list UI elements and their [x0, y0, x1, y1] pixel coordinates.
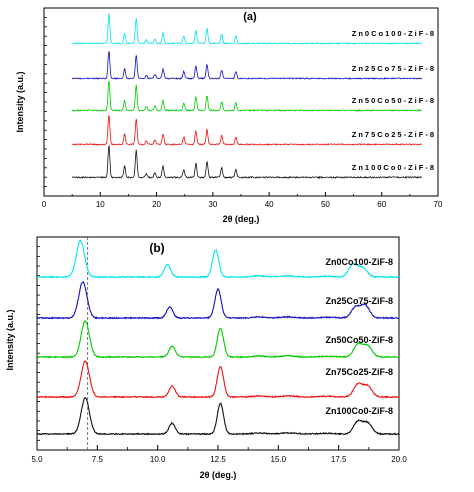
panel-a-series-label: Zn50Co50-ZiF-8 — [352, 96, 436, 105]
panel-a-xtick-label: 30 — [208, 200, 217, 209]
panel-b-xtick-label: 5.0 — [31, 455, 43, 464]
panel-a-series-line — [71, 115, 423, 146]
panel-a: (a) 2θ (deg.) Intensity (a.u.) 0 10 20 30 40… — [15, 7, 443, 224]
panel-b-xtick-label: 7.5 — [92, 455, 104, 464]
panel-a-xlabel: 2θ (deg.) — [223, 214, 260, 224]
panel-a-ylabel: Intensity (a.u.) — [15, 71, 25, 132]
panel-b-series-label: Zn0Co100-ZiF-8 — [325, 257, 393, 267]
panel-b-series-line — [36, 397, 400, 436]
panel-b-series-label: Zn75Co25-ZiF-8 — [325, 367, 393, 377]
panel-a-xtick-label: 60 — [377, 200, 386, 209]
panel-a-xtick-label: 70 — [434, 200, 443, 209]
panel-b-label: (b) — [149, 241, 164, 255]
panel-b-series-line — [36, 360, 400, 399]
panel-a-series: Zn0Co100-ZiF-8 Zn25Co75-ZiF-8 Zn50Co50-ZiF… — [71, 12, 436, 179]
panel-a-xtick-label: 40 — [265, 200, 274, 209]
panel-b-series: Zn0Co100-ZiF-8 Zn25Co75-ZiF-8 Zn50Co50-ZiF… — [36, 239, 400, 436]
panel-a-series-label: Zn25Co75-ZiF-8 — [352, 64, 436, 73]
panel-b-series-line — [36, 239, 400, 279]
panel-b-series-label: Zn50Co50-ZiF-8 — [325, 335, 393, 345]
panel-b-xtick-label: 10.0 — [150, 455, 166, 464]
panel-b-ticks: 5.0 7.5 10.0 12.5 15.0 17.5 20.0 — [31, 246, 407, 464]
panel-a-series-label: Zn0Co100-ZiF-8 — [352, 29, 436, 38]
panel-a-label: (a) — [243, 11, 257, 23]
panel-a-series-line — [71, 145, 422, 179]
panel-a-ticks: 0 10 20 30 40 50 60 70 — [42, 16, 443, 209]
panel-b-ylabel: Intensity (a.u.) — [5, 309, 15, 370]
panel-b: (b) 2θ (deg.) Intensity (a.u.) 5.0 7.5 10.… — [5, 236, 407, 480]
panel-b-xtick-label: 15.0 — [271, 455, 287, 464]
panel-a-series-label: Zn75Co25-ZiF-8 — [352, 130, 436, 139]
panel-b-xtick-label: 17.5 — [331, 455, 347, 464]
panel-a-series-line — [71, 51, 423, 80]
panel-a-series-line — [71, 80, 422, 112]
panel-b-xlabel: 2θ (deg.) — [200, 470, 237, 480]
panel-b-series-line — [37, 280, 400, 320]
panel-a-xtick-label: 20 — [152, 200, 161, 209]
panel-a-xtick-label: 50 — [321, 200, 330, 209]
panel-a-series-label: Zn100Co0-ZiF-8 — [352, 163, 436, 172]
panel-b-series-line — [36, 319, 400, 359]
panel-a-xtick-label: 0 — [42, 200, 47, 209]
panel-b-series-label: Zn100Co0-ZiF-8 — [325, 406, 393, 416]
panel-b-xtick-label: 20.0 — [391, 455, 407, 464]
panel-b-xtick-label: 12.5 — [210, 455, 226, 464]
panel-a-xtick-label: 10 — [96, 200, 105, 209]
panel-b-series-label: Zn25Co75-ZiF-8 — [325, 296, 393, 306]
panel-a-series-line — [71, 12, 422, 45]
